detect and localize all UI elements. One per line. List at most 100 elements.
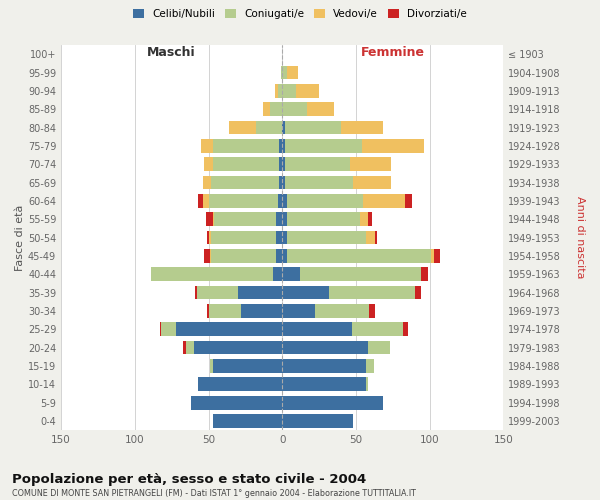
Bar [207,304,209,318]
Text: Maschi: Maschi [148,46,196,59]
Bar [187,340,194,354]
Bar [160,322,161,336]
Bar [203,176,211,190]
Bar [282,304,315,318]
Bar [282,212,287,226]
Bar [176,322,282,336]
Bar [282,120,285,134]
Bar [368,340,390,354]
Bar [191,396,282,409]
Bar [211,230,277,244]
Bar [209,194,278,208]
Bar [353,176,391,190]
Bar [282,286,329,300]
Bar [431,249,434,263]
Legend: Celibi/Nubili, Coniugati/e, Vedovi/e, Divorziati/e: Celibi/Nubili, Coniugati/e, Vedovi/e, Di… [129,5,471,24]
Bar [352,322,403,336]
Bar [280,158,282,171]
Bar [282,340,368,354]
Bar [287,230,367,244]
Bar [204,249,210,263]
Bar [287,66,298,80]
Bar [282,176,285,190]
Bar [238,286,282,300]
Bar [300,268,421,281]
Bar [211,249,277,263]
Bar [361,212,368,226]
Bar [213,414,282,428]
Bar [213,359,282,373]
Bar [434,249,440,263]
Bar [213,158,280,171]
Bar [274,268,282,281]
Bar [277,230,282,244]
Bar [285,176,353,190]
Bar [161,322,176,336]
Bar [207,230,209,244]
Bar [210,359,213,373]
Bar [282,378,367,391]
Bar [282,359,367,373]
Bar [282,414,353,428]
Bar [329,286,415,300]
Text: COMUNE DI MONTE SAN PIETRANGELI (FM) - Dati ISTAT 1° gennaio 2004 - Elaborazione: COMUNE DI MONTE SAN PIETRANGELI (FM) - D… [12,489,416,498]
Bar [364,194,404,208]
Bar [367,359,374,373]
Bar [229,120,256,134]
Y-axis label: Anni di nascita: Anni di nascita [575,196,585,279]
Bar [367,230,375,244]
Bar [206,212,213,226]
Bar [281,66,282,80]
Bar [287,212,361,226]
Bar [421,268,428,281]
Bar [213,139,280,152]
Bar [204,158,213,171]
Bar [198,378,282,391]
Bar [184,340,187,354]
Bar [201,139,213,152]
Bar [277,212,282,226]
Bar [211,176,280,190]
Bar [282,396,383,409]
Bar [341,120,383,134]
Bar [285,158,350,171]
Bar [282,230,287,244]
Bar [275,84,278,98]
Bar [367,378,368,391]
Bar [280,139,282,152]
Bar [282,84,296,98]
Bar [404,194,412,208]
Bar [203,194,209,208]
Bar [287,249,431,263]
Bar [194,340,282,354]
Bar [285,139,362,152]
Bar [282,66,287,80]
Bar [214,212,277,226]
Bar [151,268,274,281]
Bar [278,84,282,98]
Bar [369,304,375,318]
Bar [209,230,211,244]
Bar [282,158,285,171]
Bar [278,194,282,208]
Y-axis label: Fasce di età: Fasce di età [15,204,25,271]
Bar [263,102,271,116]
Bar [307,102,334,116]
Bar [213,212,214,226]
Text: Popolazione per età, sesso e stato civile - 2004: Popolazione per età, sesso e stato civil… [12,472,366,486]
Bar [256,120,282,134]
Bar [280,176,282,190]
Bar [350,158,391,171]
Bar [415,286,421,300]
Bar [285,120,341,134]
Bar [197,286,238,300]
Bar [296,84,319,98]
Bar [282,268,300,281]
Bar [282,139,285,152]
Bar [362,139,424,152]
Bar [241,304,282,318]
Bar [209,304,241,318]
Bar [282,194,287,208]
Bar [368,212,372,226]
Bar [210,249,211,263]
